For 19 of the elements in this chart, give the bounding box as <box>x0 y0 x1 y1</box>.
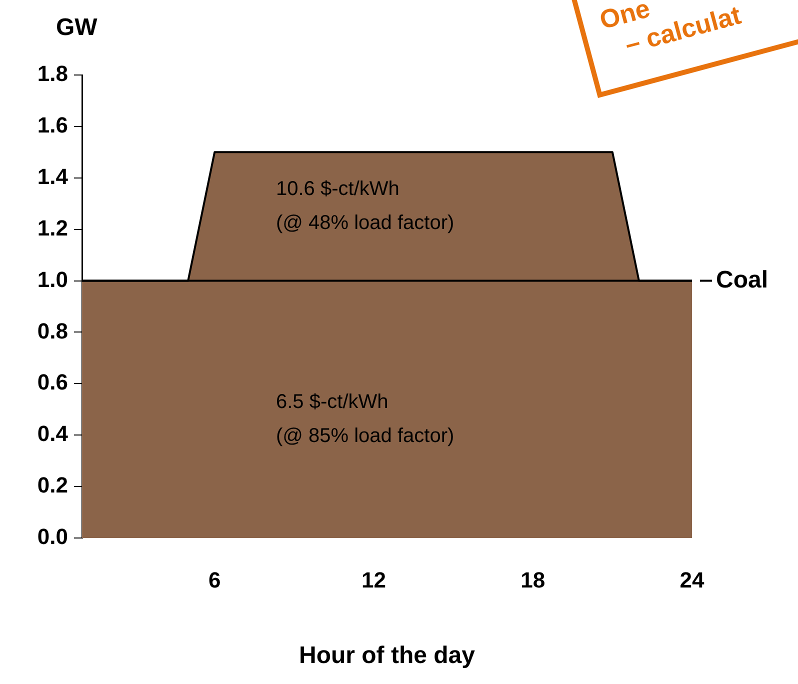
y-tick-label: 0.6 <box>37 370 68 395</box>
ref-line-label: Coal <box>716 266 768 294</box>
y-tick-label: 1.2 <box>37 215 68 240</box>
x-tick-label: 6 <box>208 567 221 592</box>
y-tick-label: 1.6 <box>37 112 68 138</box>
y-tick-label: 0.0 <box>37 524 68 550</box>
x-tick-label: 24 <box>680 567 705 592</box>
annotation: 6.5 $-ct/kWh (@ 85% load factor) <box>276 390 454 449</box>
y-tick-label: 1.4 <box>37 164 69 189</box>
y-tick-label: 0.4 <box>37 421 69 446</box>
annotation: 10.6 $-ct/kWh (@ 48% load factor) <box>276 177 454 236</box>
y-axis-title: GW <box>56 14 98 42</box>
y-tick-label: 1.8 <box>37 61 68 86</box>
y-tick-label: 0.2 <box>37 472 68 498</box>
y-tick-label: 1.0 <box>37 266 68 292</box>
y-tick-label: 0.8 <box>37 318 68 344</box>
x-axis-title: Hour of the day <box>298 642 476 670</box>
x-tick-label: 18 <box>520 567 546 592</box>
x-tick-label: 12 <box>361 567 386 592</box>
